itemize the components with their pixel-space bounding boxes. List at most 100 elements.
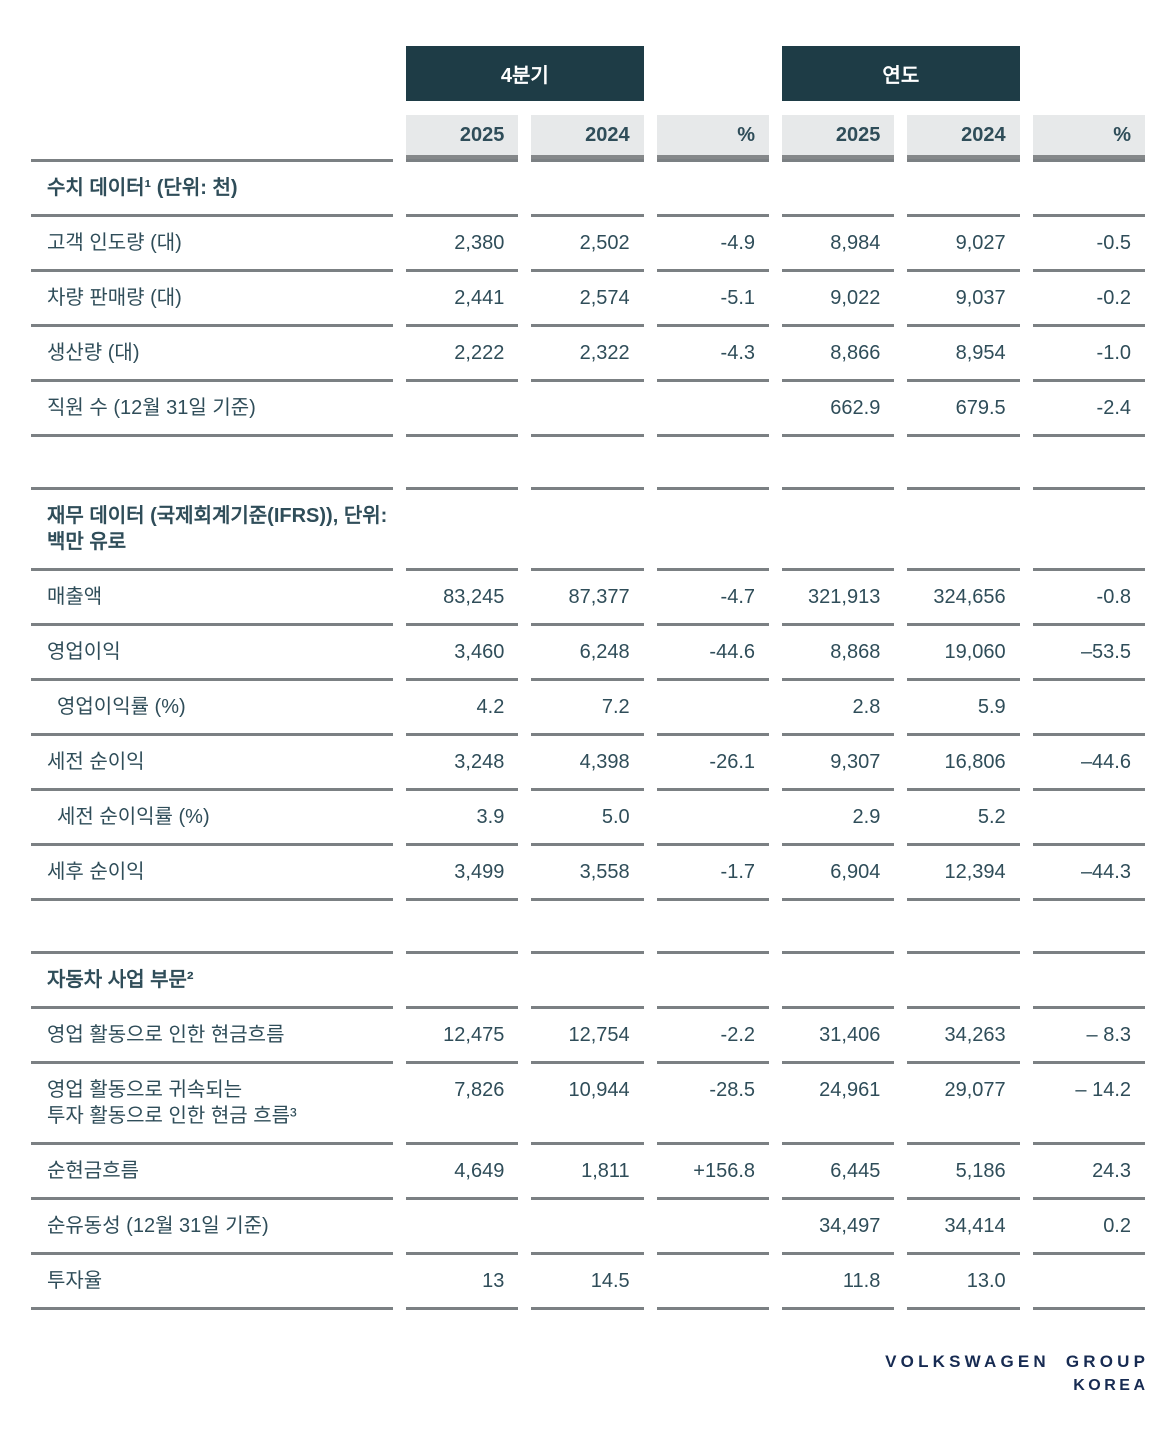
cell-value: 4.2 xyxy=(406,678,519,733)
cell-value: 662.9 xyxy=(782,379,895,434)
spacer-cell xyxy=(907,434,1020,487)
table-row: 영업이익률 (%) 4.2 7.2 2.8 5.9 xyxy=(31,678,1145,733)
cell-value: 83,245 xyxy=(406,568,519,623)
cell-value: 12,475 xyxy=(406,1006,519,1061)
row-label: 차량 판매량 (대) xyxy=(31,269,393,324)
section-spacer-row xyxy=(31,434,1145,487)
cell-value: 24,961 xyxy=(782,1061,895,1142)
section-header-empty-cell xyxy=(656,951,769,1006)
section-header-empty-cell xyxy=(406,487,519,568)
cell-value: 6,445 xyxy=(782,1142,895,1197)
section-header-empty-cell xyxy=(782,951,895,1006)
cell-value: 9,037 xyxy=(907,269,1020,324)
cell-value: 6,248 xyxy=(531,623,644,678)
section-header-empty-cell xyxy=(1032,487,1145,568)
cell-value: 9,022 xyxy=(782,269,895,324)
row-label: 고객 인도량 (대) xyxy=(31,214,393,269)
row-label: 영업 활동으로 인한 현금흐름 xyxy=(31,1006,393,1061)
row-label: 생산량 (대) xyxy=(31,324,393,379)
section-header-empty-cell xyxy=(1032,951,1145,1006)
cell-value xyxy=(531,1197,644,1252)
cell-value: 19,060 xyxy=(907,623,1020,678)
bottom-border-cell xyxy=(31,1307,393,1310)
section-header-empty-cell xyxy=(907,487,1020,568)
table-row: 차량 판매량 (대) 2,441 2,574 -5.1 9,022 9,037 -0.2 xyxy=(31,269,1145,324)
table-row: 직원 수 (12월 31일 기준) 662.9 679.5 -2.4 xyxy=(31,379,1145,434)
cell-value: 3,558 xyxy=(531,843,644,898)
cell-value xyxy=(1032,788,1145,843)
cell-value: 679.5 xyxy=(907,379,1020,434)
cell-value: 3,248 xyxy=(406,733,519,788)
cell-value xyxy=(531,379,644,434)
cell-value: -2.4 xyxy=(1032,379,1145,434)
cell-value: 10,944 xyxy=(531,1061,644,1142)
section-header-empty-cell xyxy=(656,487,769,568)
table-row: 영업 활동으로 귀속되는 투자 활동으로 인한 현금 흐름³ 7,826 10,94… xyxy=(31,1061,1145,1142)
spacer-cell xyxy=(1032,434,1145,487)
cell-value xyxy=(656,1252,769,1307)
section-header-empty-cell xyxy=(406,159,519,214)
volkswagen-group-korea-logo: VOLKSWAGEN GROUP KOREA xyxy=(885,1352,1145,1395)
year-group-header: 연도 xyxy=(782,46,1020,101)
cell-value xyxy=(406,1197,519,1252)
table-row: 생산량 (대) 2,222 2,322 -4.3 8,866 8,954 -1.0 xyxy=(31,324,1145,379)
cell-value: 29,077 xyxy=(907,1061,1020,1142)
cell-value xyxy=(656,678,769,733)
cell-value: 2.9 xyxy=(782,788,895,843)
cell-value: 5.0 xyxy=(531,788,644,843)
cell-value: 2,380 xyxy=(406,214,519,269)
cell-value: 1,811 xyxy=(531,1142,644,1197)
cell-value: 31,406 xyxy=(782,1006,895,1061)
cell-value: 5,186 xyxy=(907,1142,1020,1197)
cell-value: -0.5 xyxy=(1032,214,1145,269)
cell-value: 3,499 xyxy=(406,843,519,898)
cell-value: 13.0 xyxy=(907,1252,1020,1307)
section-header-empty-cell xyxy=(531,951,644,1006)
cell-value: 3,460 xyxy=(406,623,519,678)
cell-value: 7.2 xyxy=(531,678,644,733)
cell-value: 5.2 xyxy=(907,788,1020,843)
cell-value: -4.9 xyxy=(656,214,769,269)
table-row: 세후 순이익 3,499 3,558 -1.7 6,904 12,394 –44.3 xyxy=(31,843,1145,898)
section-header-empty-cell xyxy=(531,487,644,568)
cell-value: 11.8 xyxy=(782,1252,895,1307)
cell-value: 4,649 xyxy=(406,1142,519,1197)
cell-value: 8,868 xyxy=(782,623,895,678)
cell-value: 16,806 xyxy=(907,733,1020,788)
cell-value: -26.1 xyxy=(656,733,769,788)
financial-summary-table: 4분기 연도 2025 2024 % 2025 2024 % 수치 데이터¹ (… xyxy=(31,46,1145,1310)
cell-value: 14.5 xyxy=(531,1252,644,1307)
cell-value xyxy=(656,788,769,843)
cell-value: 3.9 xyxy=(406,788,519,843)
section-header-row: 재무 데이터 (국제회계기준(IFRS)), 단위: 백만 유로 xyxy=(31,487,1145,568)
section-header-empty-cell xyxy=(406,951,519,1006)
column-header-year-2024: 2024 xyxy=(907,115,1020,159)
header-spacer-cell xyxy=(31,115,393,159)
column-header-q4-2024: 2024 xyxy=(531,115,644,159)
cell-value: +156.8 xyxy=(656,1142,769,1197)
row-label: 영업이익률 (%) xyxy=(31,678,393,733)
cell-value: –44.3 xyxy=(1032,843,1145,898)
cell-value: 321,913 xyxy=(782,568,895,623)
row-label: 세전 순이익 xyxy=(31,733,393,788)
table-row: 매출액 83,245 87,377 -4.7 321,913 324,656 -0.8 xyxy=(31,568,1145,623)
cell-value: 34,414 xyxy=(907,1197,1020,1252)
spacer-cell xyxy=(531,898,644,951)
table-row: 순유동성 (12월 31일 기준) 34,497 34,414 0.2 xyxy=(31,1197,1145,1252)
cell-value: 8,984 xyxy=(782,214,895,269)
spacer-cell xyxy=(406,898,519,951)
row-label: 매출액 xyxy=(31,568,393,623)
spacer-cell xyxy=(782,898,895,951)
row-label: 영업이익 xyxy=(31,623,393,678)
row-label: 세전 순이익률 (%) xyxy=(31,788,393,843)
cell-value: 2.8 xyxy=(782,678,895,733)
cell-value xyxy=(1032,678,1145,733)
cell-value: 8,866 xyxy=(782,324,895,379)
section-header-empty-cell xyxy=(907,159,1020,214)
cell-value: 2,322 xyxy=(531,324,644,379)
bottom-border-cell xyxy=(782,1307,895,1310)
section-header-row: 자동차 사업 부문² xyxy=(31,951,1145,1006)
logo-text-volkswagen-group: VOLKSWAGEN GROUP xyxy=(885,1352,1150,1371)
cell-value: 8,954 xyxy=(907,324,1020,379)
row-label: 투자율 xyxy=(31,1252,393,1307)
